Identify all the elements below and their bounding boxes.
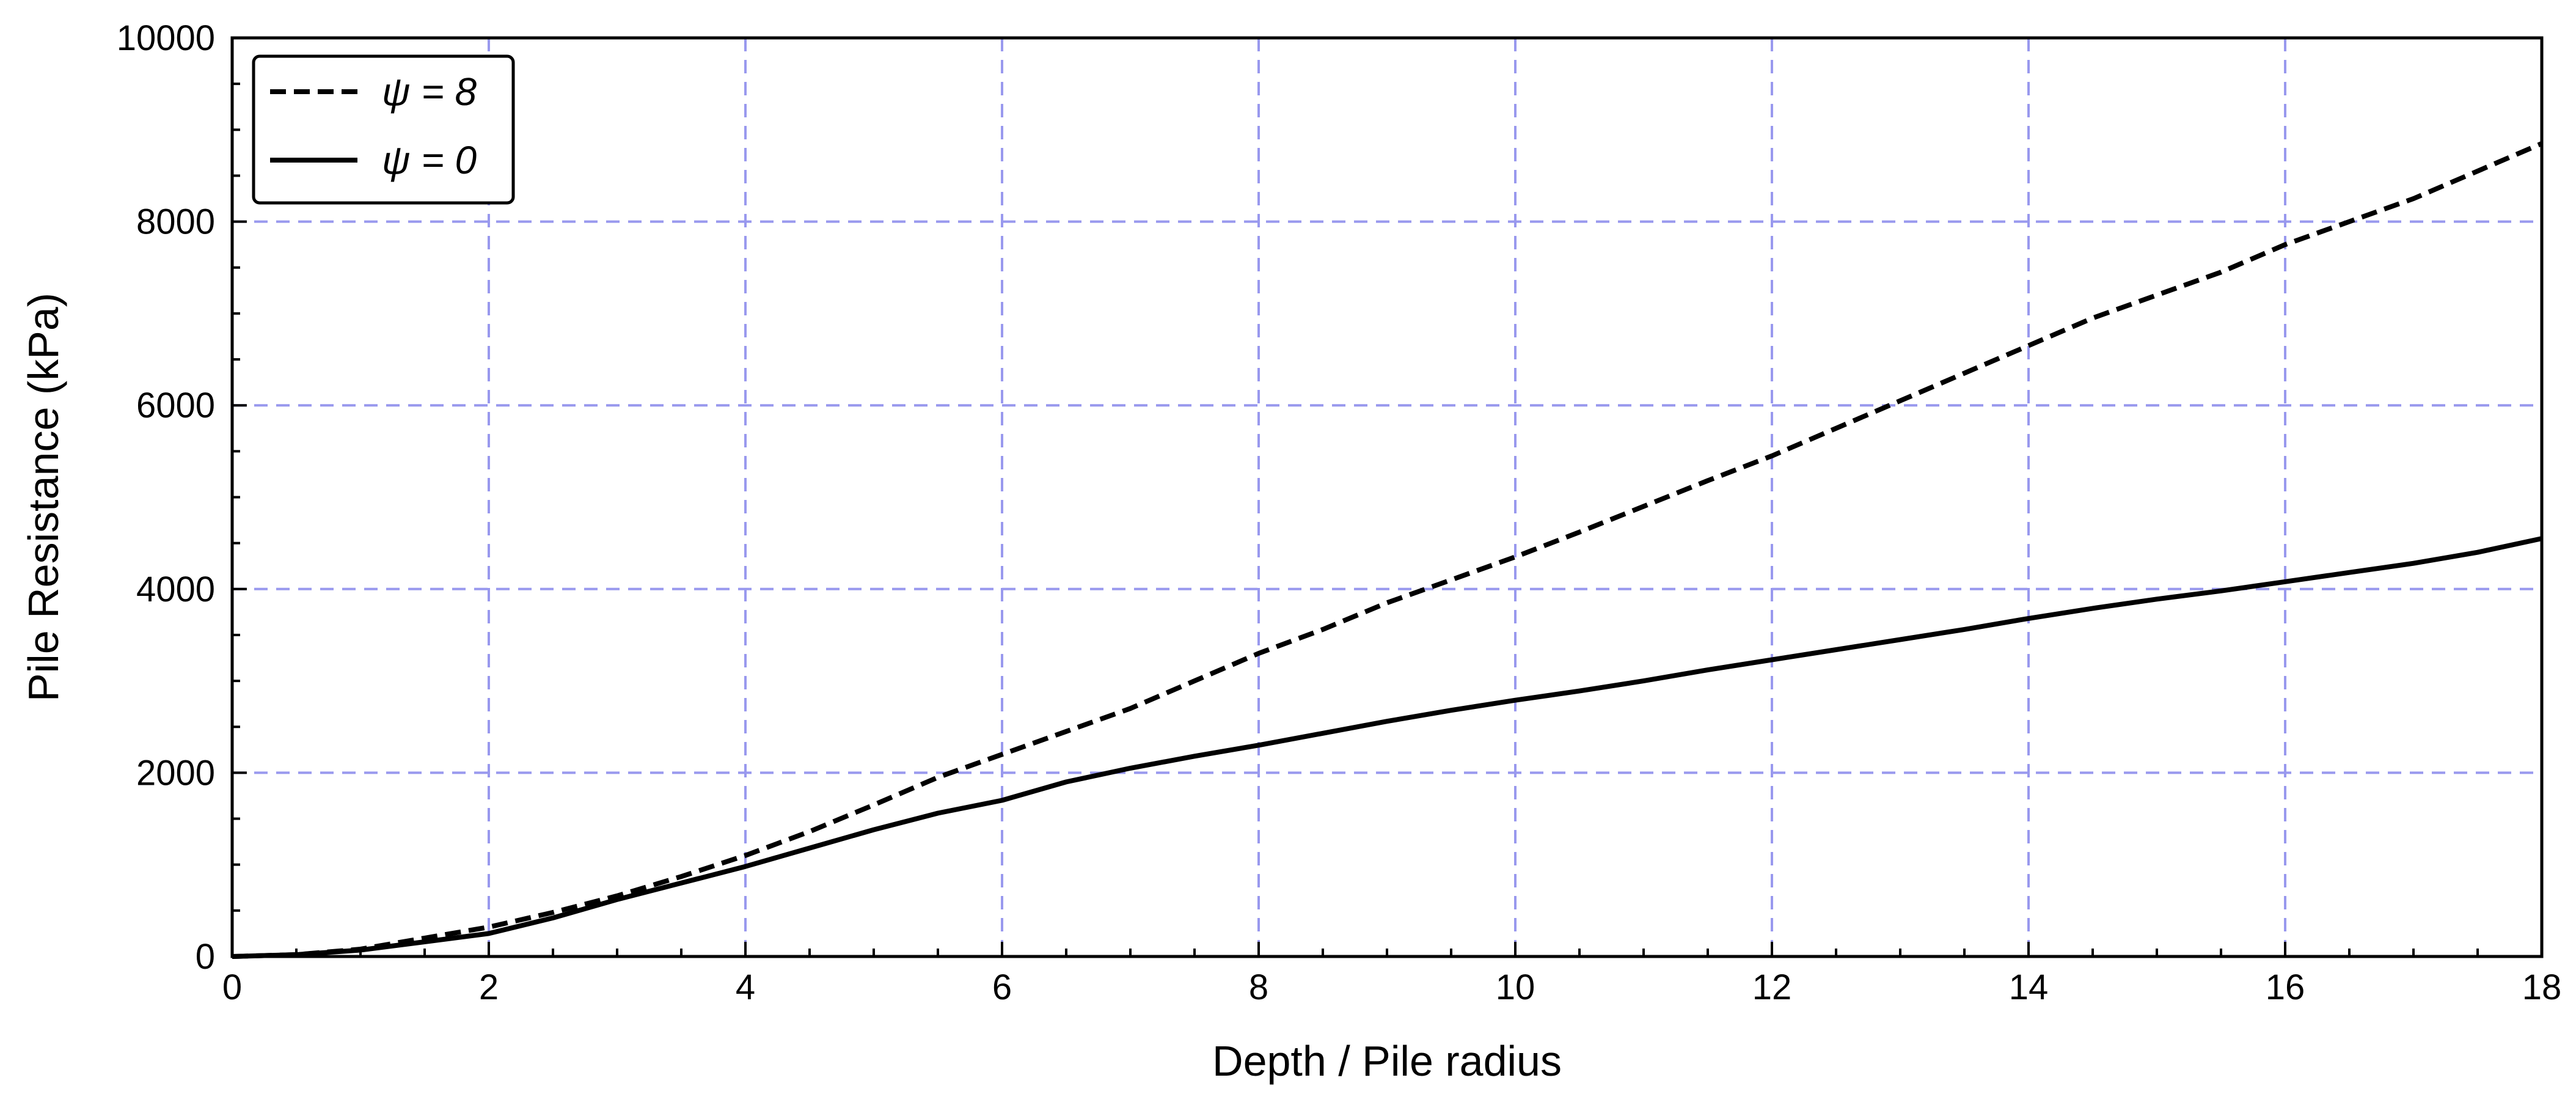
- x-tick-label: 18: [2522, 967, 2562, 1007]
- y-tick-label: 10000: [117, 18, 215, 58]
- y-tick-label: 8000: [136, 202, 215, 242]
- x-tick-label: 10: [1496, 967, 1535, 1007]
- y-tick-label: 2000: [136, 753, 215, 793]
- x-tick-label: 12: [1752, 967, 1792, 1007]
- y-tick-label: 6000: [136, 386, 215, 425]
- x-tick-label: 4: [736, 967, 755, 1007]
- x-tick-label: 6: [992, 967, 1012, 1007]
- x-tick-label: 2: [479, 967, 499, 1007]
- series-line-1: [232, 536, 2542, 959]
- series-lines: [232, 141, 2543, 959]
- series-line-0: [232, 141, 2543, 959]
- x-tick-label: 14: [2009, 967, 2049, 1007]
- x-axis-title: Depth / Pile radius: [1212, 1037, 1562, 1085]
- y-axis-title: Pile Resistance (kPa): [20, 293, 67, 702]
- y-tick-label: 4000: [136, 570, 215, 609]
- grid-lines: [232, 38, 2542, 956]
- y-tick-label: 0: [196, 937, 215, 977]
- x-tick-label: 0: [222, 967, 242, 1007]
- x-tick-label: 16: [2266, 967, 2305, 1007]
- axis-ticks: [231, 37, 2543, 958]
- legend-label-psi-8: ψ = 8: [382, 70, 477, 114]
- tick-labels: 0 2 4 6 8 10 12 14 16 18 0 2000 4000 6000 8000 10000: [117, 18, 2562, 1007]
- legend: ψ = 8 ψ = 0: [252, 54, 515, 205]
- legend-label-psi-0: ψ = 0: [382, 138, 477, 182]
- x-tick-label: 8: [1249, 967, 1268, 1007]
- plot-frame: [230, 36, 2544, 958]
